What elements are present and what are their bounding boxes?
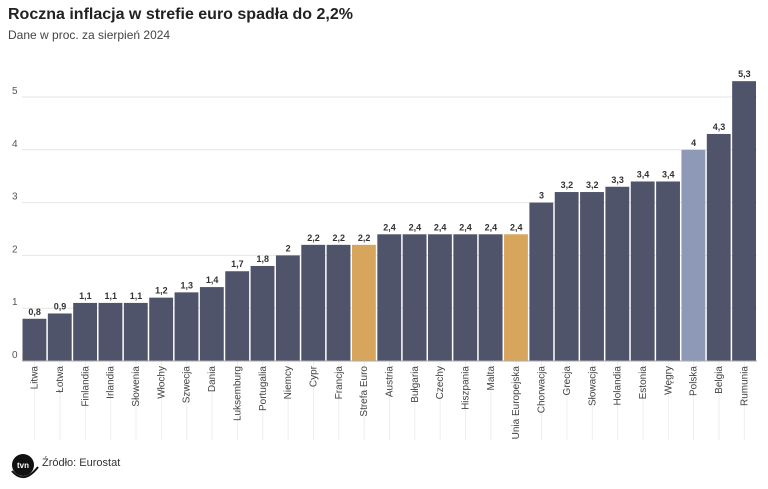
bar [377,234,402,361]
data-label: 0,9 [54,301,67,311]
data-label: 1,2 [155,286,168,296]
x-tick-label: Portugalia [258,366,269,411]
bar [656,181,680,361]
x-tick-label: Litwa [30,366,41,390]
x-tick-label: Austria [385,366,396,398]
x-tick-label: Belgia [714,366,725,394]
data-label: 2 [286,243,291,253]
data-label: 1,3 [180,280,193,290]
bar [301,244,326,361]
bar [123,302,148,361]
x-tick-label: Cypr [308,365,319,387]
data-label: 2,4 [510,222,523,232]
y-tick-label: 3 [12,192,18,203]
x-tick-label: Luksemburg [232,366,243,421]
tvn24-logo: tvn [11,454,39,478]
data-label: 2,2 [358,233,371,243]
bar [98,302,123,361]
x-tick-label: Łotwa [55,366,66,393]
bar [275,255,300,361]
bar [681,149,706,361]
chart-title: Roczna inflacja w strefie euro spadła do… [8,6,353,23]
data-label: 2,4 [459,222,472,232]
data-label: 2,2 [333,233,346,243]
data-label: 0,8 [28,307,41,317]
bar [22,318,47,361]
bar [732,81,756,361]
bar [149,297,174,361]
chart-subtitle: Dane w proc. za sierpień 2024 [8,28,171,42]
data-label: 3,4 [637,169,650,179]
x-tick-label: Rumunia [739,366,750,406]
x-tick-label: Niemcy [283,366,294,399]
data-label: 1,1 [79,291,92,301]
x-tick-label: Unia Europejska [511,366,522,440]
bar [326,244,351,361]
y-tick-label: 4 [12,139,18,150]
data-label: 4,3 [713,122,726,132]
data-label: 2,4 [485,222,498,232]
source-note: Źródło: Eurostat [42,457,121,469]
data-label: 2,4 [434,222,447,232]
x-tick-label: Chorwacja [537,366,548,414]
x-tick-label: Estonia [638,366,649,400]
data-label: 2,4 [409,222,422,232]
x-tick-label: Strefa Euro [359,366,370,417]
bar [580,192,604,361]
data-label: 5,3 [738,69,751,79]
bar [478,234,503,361]
x-tick-label: Malta [486,366,497,391]
x-tick-label: Szwecja [182,366,193,404]
data-label: 3,2 [561,180,574,190]
bar [73,302,98,361]
bar [706,133,731,361]
data-label: 1,1 [130,291,143,301]
data-label: 3,2 [586,180,599,190]
x-tick-label: Dania [207,366,218,393]
x-tick-label: Bułgaria [410,366,421,403]
bar [504,234,528,361]
bar [554,192,579,361]
bar [453,234,478,361]
data-label: 3,4 [662,169,675,179]
data-label: 3 [539,191,544,201]
x-tick-label: Polska [689,366,700,396]
x-tick-label: Węgry [663,366,674,395]
data-label: 2,2 [307,233,320,243]
y-tick-label: 1 [12,297,18,308]
svg-text:tvn: tvn [17,461,29,470]
bar [174,292,199,361]
x-tick-label: Francja [334,366,345,400]
bar [428,234,452,361]
bar [47,313,72,361]
x-tick-label: Słowenia [131,366,142,407]
data-label: 1,1 [104,291,117,301]
y-tick-label: 2 [12,244,18,255]
y-tick-label: 0 [12,350,18,361]
bar [199,287,224,361]
bar [225,271,250,361]
x-tick-label: Czechy [435,366,446,399]
x-tick-label: Grecja [562,366,573,396]
x-tick-label: Słowacja [587,366,598,406]
bar [250,265,275,361]
x-tick-label: Hiszpania [461,366,472,410]
data-label: 1,4 [206,275,219,285]
bar [402,234,427,361]
x-tick-label: Holandia [613,366,624,406]
x-tick-label: Finlandia [80,366,91,407]
data-label: 1,7 [231,259,244,269]
data-label: 2,4 [383,222,396,232]
bar [630,181,655,361]
bar [351,244,376,361]
bar [605,186,630,361]
x-tick-label: Włochy [156,366,167,399]
x-tick-label: Irlandia [106,366,117,399]
bar [529,202,554,361]
data-label: 4 [691,138,696,148]
data-label: 3,3 [611,175,624,185]
data-label: 1,8 [257,254,270,264]
y-tick-label: 5 [12,86,18,97]
